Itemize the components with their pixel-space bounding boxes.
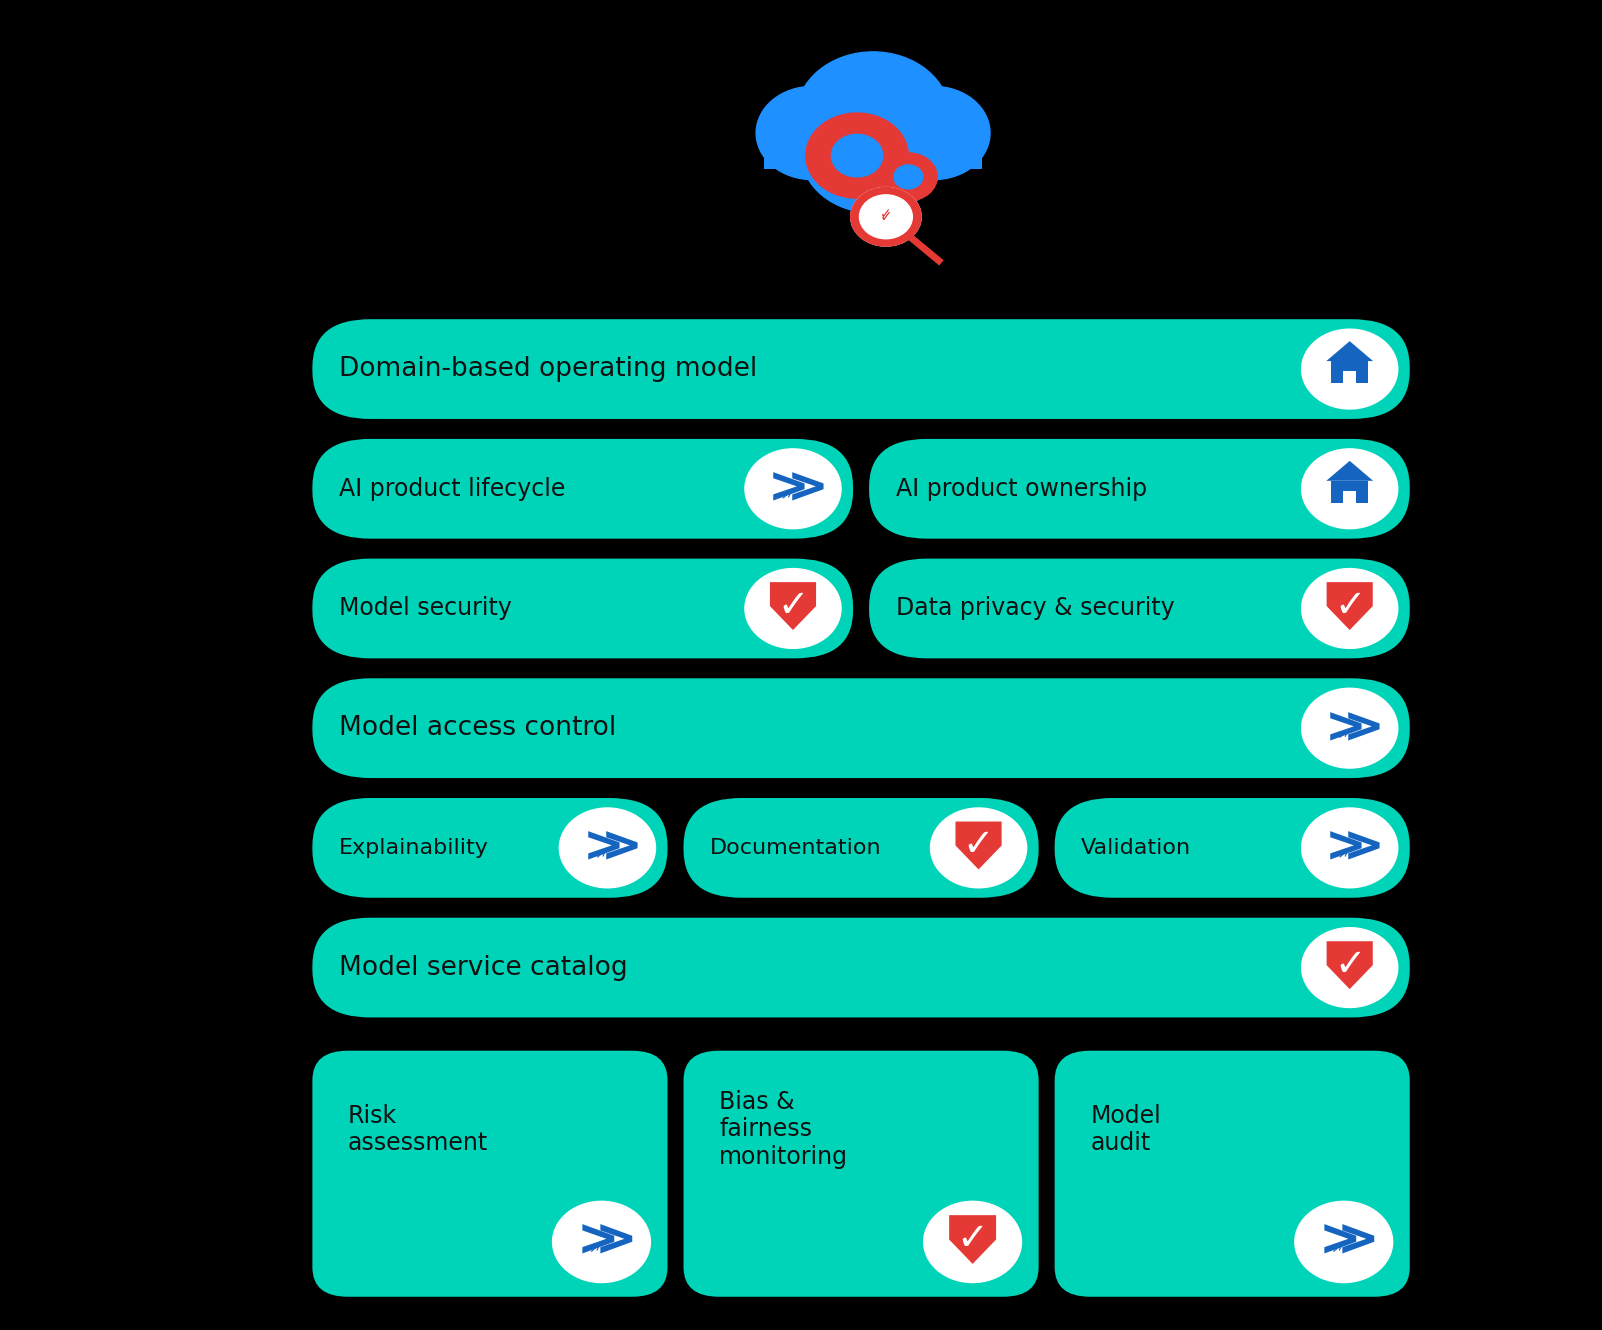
FancyBboxPatch shape — [868, 439, 1410, 539]
Text: AI product lifecycle: AI product lifecycle — [340, 476, 566, 501]
FancyBboxPatch shape — [1054, 798, 1410, 898]
FancyBboxPatch shape — [312, 678, 1410, 778]
PathPatch shape — [1326, 583, 1373, 630]
Circle shape — [851, 188, 921, 246]
PathPatch shape — [955, 822, 1001, 870]
Circle shape — [1302, 807, 1397, 888]
FancyBboxPatch shape — [764, 132, 982, 169]
PathPatch shape — [948, 1216, 996, 1264]
Circle shape — [745, 450, 841, 529]
Text: >: > — [594, 1217, 638, 1267]
FancyBboxPatch shape — [312, 1051, 668, 1297]
Circle shape — [756, 86, 868, 180]
Circle shape — [1301, 569, 1397, 648]
Circle shape — [553, 1201, 650, 1282]
Text: Bias &
fairness
monitoring: Bias & fairness monitoring — [719, 1089, 847, 1169]
Text: >: > — [577, 1217, 618, 1267]
FancyBboxPatch shape — [312, 918, 1410, 1017]
Circle shape — [1302, 689, 1397, 769]
Text: ✓: ✓ — [777, 588, 809, 625]
Circle shape — [878, 86, 990, 180]
Circle shape — [1294, 1201, 1392, 1282]
Text: Validation: Validation — [1081, 838, 1192, 858]
Text: Model
audit: Model audit — [1089, 1104, 1161, 1156]
Text: Explainability: Explainability — [340, 838, 489, 858]
FancyBboxPatch shape — [1331, 360, 1368, 383]
PathPatch shape — [1326, 340, 1373, 360]
Circle shape — [1302, 928, 1397, 1008]
Text: >: > — [769, 464, 811, 513]
Text: >: > — [1338, 1217, 1379, 1267]
Circle shape — [831, 134, 883, 177]
Circle shape — [879, 153, 937, 201]
Circle shape — [745, 569, 841, 648]
Circle shape — [894, 165, 923, 189]
Text: ✓: ✓ — [879, 209, 892, 225]
Text: Documentation: Documentation — [710, 838, 881, 858]
PathPatch shape — [1326, 462, 1373, 481]
FancyBboxPatch shape — [684, 1051, 1038, 1297]
FancyBboxPatch shape — [312, 798, 668, 898]
Text: Domain-based operating model: Domain-based operating model — [340, 356, 758, 382]
FancyBboxPatch shape — [1344, 371, 1355, 383]
Circle shape — [851, 188, 921, 246]
Text: AI product ownership: AI product ownership — [896, 476, 1147, 501]
FancyBboxPatch shape — [1331, 481, 1368, 503]
FancyBboxPatch shape — [868, 559, 1410, 658]
Text: ✓: ✓ — [1334, 588, 1365, 625]
Circle shape — [860, 194, 913, 238]
FancyBboxPatch shape — [312, 439, 852, 539]
Text: >: > — [787, 464, 828, 513]
PathPatch shape — [1326, 942, 1373, 990]
Text: ✓: ✓ — [956, 1222, 988, 1258]
FancyBboxPatch shape — [1054, 1051, 1410, 1297]
Text: Risk
assessment: Risk assessment — [348, 1104, 489, 1156]
Text: ✓: ✓ — [1334, 947, 1365, 984]
Circle shape — [796, 109, 886, 184]
Circle shape — [796, 52, 950, 180]
Text: >: > — [583, 823, 625, 872]
Circle shape — [924, 1201, 1022, 1282]
Circle shape — [860, 109, 950, 184]
Circle shape — [801, 93, 945, 213]
Text: Model security: Model security — [340, 596, 511, 621]
Circle shape — [863, 198, 908, 235]
Text: >: > — [1318, 1217, 1362, 1267]
Text: >: > — [1325, 823, 1367, 872]
Circle shape — [806, 113, 908, 198]
Circle shape — [1302, 329, 1397, 408]
Text: Model access control: Model access control — [340, 716, 617, 741]
FancyBboxPatch shape — [1344, 491, 1355, 503]
Text: Data privacy & security: Data privacy & security — [896, 596, 1174, 621]
Text: >: > — [1342, 823, 1386, 872]
PathPatch shape — [771, 583, 815, 630]
Text: Model service catalog: Model service catalog — [340, 955, 628, 980]
Text: >: > — [1325, 704, 1367, 753]
Text: ✓: ✓ — [963, 827, 995, 864]
Circle shape — [931, 807, 1027, 888]
Circle shape — [559, 807, 655, 888]
Text: ✓: ✓ — [879, 207, 892, 222]
Text: >: > — [1342, 704, 1386, 753]
FancyBboxPatch shape — [312, 319, 1410, 419]
FancyBboxPatch shape — [312, 559, 852, 658]
Text: >: > — [601, 823, 642, 872]
Circle shape — [1301, 450, 1397, 529]
FancyBboxPatch shape — [684, 798, 1038, 898]
